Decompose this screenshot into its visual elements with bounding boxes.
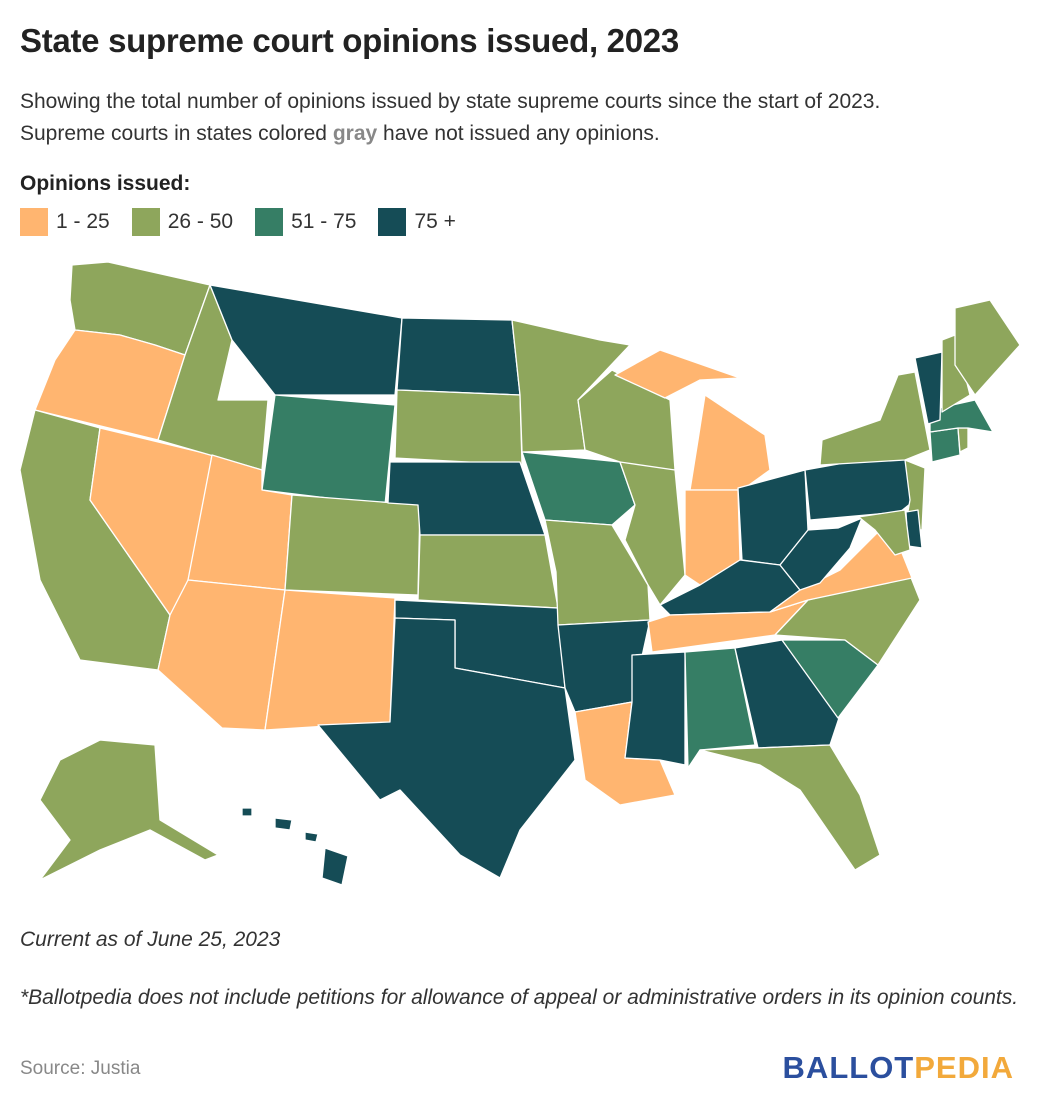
logo-part-pedia: PEDIA — [914, 1050, 1014, 1085]
state-al[interactable] — [684, 647, 756, 769]
subtitle-line-1: Showing the total number of opinions iss… — [20, 90, 881, 113]
legend-swatch-1-25 — [20, 208, 48, 236]
us-map — [19, 261, 1021, 886]
state-ia[interactable] — [521, 451, 636, 526]
legend-item-26-50: 26 - 50 — [131, 208, 234, 236]
state-ak[interactable] — [39, 739, 219, 881]
state-ct[interactable] — [929, 427, 961, 463]
state-co[interactable] — [284, 494, 421, 596]
state-ga[interactable] — [734, 639, 841, 749]
legend-item-1-25: 1 - 25 — [20, 208, 110, 236]
state-nh[interactable] — [941, 334, 971, 413]
state-fl[interactable] — [699, 744, 881, 871]
legend-swatch-26-50 — [131, 208, 160, 236]
state-sd[interactable] — [394, 389, 523, 466]
state-ks[interactable] — [417, 534, 559, 609]
state-tx[interactable] — [317, 617, 576, 879]
legend-item-51-75: 51 - 75 — [255, 208, 356, 236]
footnote: *Ballotpedia does not include petitions … — [20, 986, 1019, 1009]
state-id[interactable] — [157, 284, 269, 471]
legend-item-75-plus: 75 + — [378, 208, 456, 236]
chart-title: State supreme court opinions issued, 202… — [20, 22, 679, 59]
subtitle-gray-word: gray — [332, 122, 378, 145]
ballotpedia-logo: BALLOTPEDIA — [783, 1050, 1014, 1086]
state-nd[interactable] — [396, 317, 521, 396]
state-hi[interactable] — [241, 807, 349, 886]
subtitle-line-2: Supreme courts in states colored gray ha… — [20, 118, 1020, 150]
state-md[interactable] — [837, 509, 911, 556]
state-il[interactable] — [619, 461, 686, 606]
legend-label-1-25: 1 - 25 — [56, 210, 110, 233]
as-of-note: Current as of June 25, 2023 — [20, 928, 281, 951]
source-note: Source: Justia — [20, 1058, 141, 1079]
state-me[interactable] — [954, 299, 1021, 396]
legend-swatch-51-75 — [255, 208, 284, 236]
state-az[interactable] — [157, 579, 286, 731]
legend-label-26-50: 26 - 50 — [167, 210, 234, 233]
legend-title: Opinions issued: — [20, 172, 191, 195]
chart-subtitle: Showing the total number of opinions iss… — [20, 86, 1020, 150]
legend-label-75-plus: 75 + — [414, 210, 456, 233]
state-mt[interactable] — [209, 284, 403, 396]
state-ri[interactable] — [957, 427, 969, 453]
state-ny[interactable] — [819, 371, 931, 466]
subtitle-line-2-end: have not issued any opinions. — [377, 122, 660, 145]
legend-label-51-75: 51 - 75 — [291, 210, 357, 233]
legend: 1 - 25 26 - 50 51 - 75 75 + — [20, 208, 456, 236]
subtitle-line-2-start: Supreme courts in states colored — [20, 122, 333, 145]
state-nm[interactable] — [264, 589, 396, 731]
state-wv[interactable] — [779, 517, 863, 591]
logo-part-ballot: BALLOT — [782, 1050, 915, 1085]
state-wy[interactable] — [261, 394, 396, 506]
state-ms[interactable] — [624, 651, 686, 766]
legend-swatch-75-plus — [378, 208, 407, 236]
state-vt[interactable] — [914, 351, 943, 425]
